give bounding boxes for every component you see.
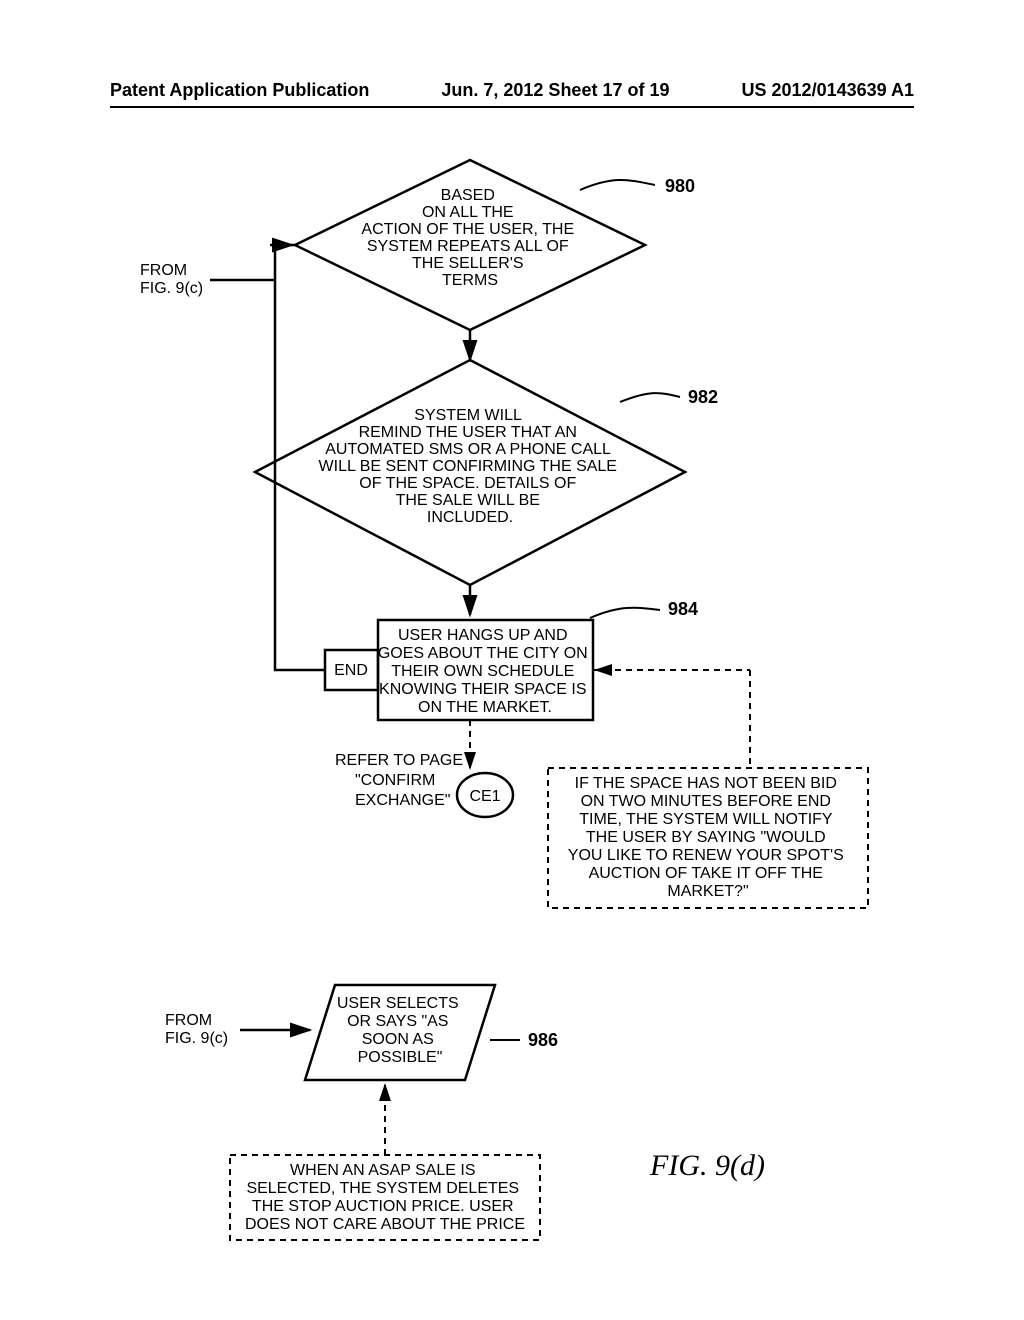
svg-text:USER HANGS UP AND GO: USER HANGS UP AND GOES ABOUT THE CITY ON… [378,627,592,716]
process-984: END USER HANGS UP AND GOES ABOUT THE CIT… [325,620,593,720]
svg-text:END: END [334,662,368,679]
svg-text:WHEN AN ASAP SALE IS: WHEN AN ASAP SALE IS SELECTED, THE SYSTE… [245,1162,525,1233]
header-center: Jun. 7, 2012 Sheet 17 of 19 [441,80,669,106]
svg-text:SYSTEM WILL REMIND: SYSTEM WILL REMIND THE USER THAT AN AUTO… [319,407,622,526]
ce1-label: CE1 [469,788,500,805]
svg-text:USER SELECTS OR SAYS: USER SELECTS OR SAYS "AS SOON AS POSSIBL… [337,995,463,1066]
notify-box: IF THE SPACE HAS NOT BEEN BID ON TWO MIN… [548,768,868,908]
page: Patent Application Publication Jun. 7, 2… [0,0,1024,1320]
ref-leader-980 [580,180,655,190]
svg-text:BASED ON ALL THE: BASED ON ALL THE ACTION OF THE USER, THE… [361,187,578,289]
ref-986: 986 [528,1030,558,1050]
from-top-label: FROM FIG. 9(c) [140,262,203,297]
flowchart-svg: FROM FIG. 9(c) BASED ON ALL THE ACTION O… [110,120,914,1260]
svg-text:IF THE SPACE HAS NOT BEEN: IF THE SPACE HAS NOT BEEN BID ON TWO MIN… [568,775,848,900]
asap-box: WHEN AN ASAP SALE IS SELECTED, THE SYSTE… [230,1155,540,1240]
ref-984: 984 [668,599,698,619]
ref-980: 980 [665,176,695,196]
ref-982: 982 [688,387,718,407]
header-left: Patent Application Publication [110,80,369,106]
io-986: USER SELECTS OR SAYS "AS SOON AS POSSIBL… [305,985,495,1080]
figure-title: FIG. 9(d) [649,1149,765,1182]
ref-leader-982 [620,393,680,402]
header-right: US 2012/0143639 A1 [742,80,914,106]
diagram-canvas: FROM FIG. 9(c) BASED ON ALL THE ACTION O… [110,120,914,1260]
page-header: Patent Application Publication Jun. 7, 2… [110,80,914,108]
ref-leader-984 [590,608,660,618]
decision-982: SYSTEM WILL REMIND THE USER THAT AN AUTO… [255,360,685,585]
from-bottom-label: FROM FIG. 9(c) [165,1012,228,1047]
refer-confirm-exchange: REFER TO PAGE "CONFIRM EXCHANGE" [335,752,467,809]
